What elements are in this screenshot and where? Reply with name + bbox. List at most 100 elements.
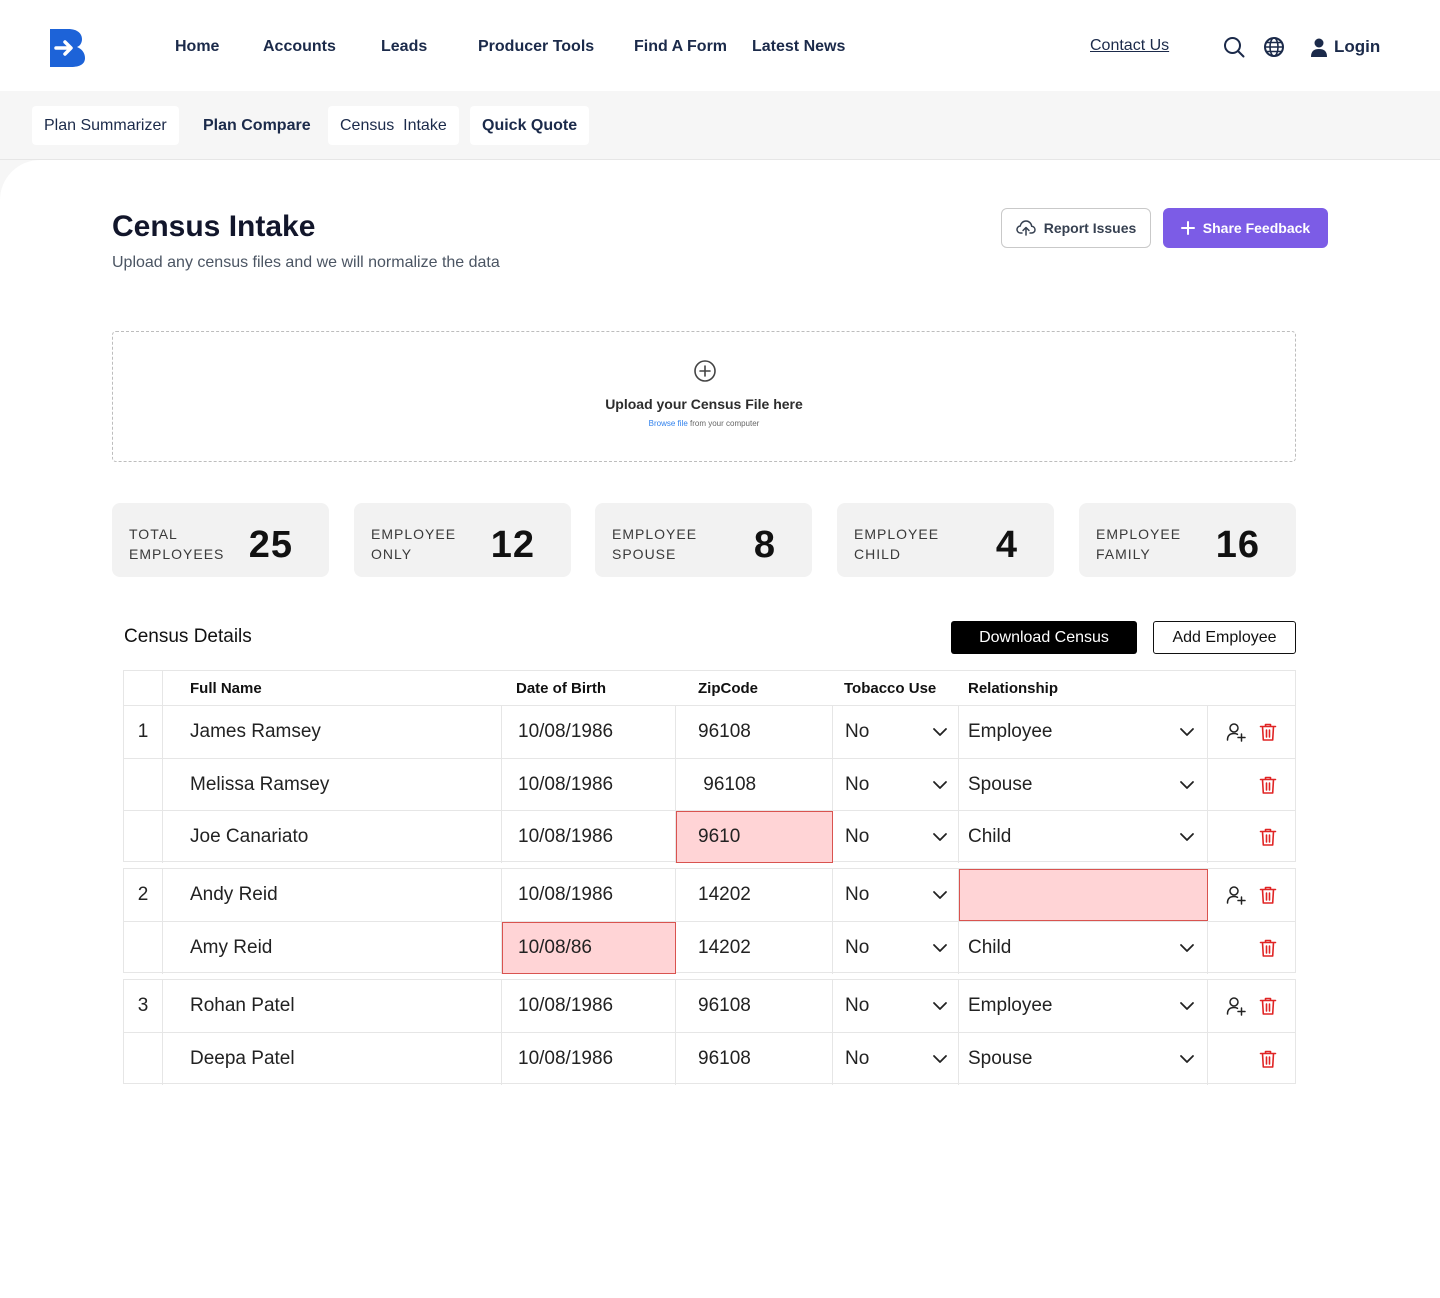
globe-icon[interactable] <box>1263 36 1285 58</box>
stat-label-line1: EMPLOYEE <box>854 526 940 542</box>
tobacco-select[interactable]: No <box>833 1033 959 1085</box>
tobacco-select[interactable]: No <box>833 980 959 1032</box>
search-icon[interactable] <box>1223 36 1245 58</box>
row-actions <box>1208 1033 1295 1085</box>
dob-cell[interactable]: 10/08/1986 <box>502 706 676 758</box>
full-name-value: Deepa Patel <box>190 1048 295 1069</box>
nav-leads[interactable]: Leads <box>381 38 428 55</box>
stat-label-line1: EMPLOYEE <box>612 526 698 542</box>
download-census-button[interactable]: Download Census <box>951 621 1137 654</box>
share-feedback-button[interactable]: Share Feedback <box>1163 208 1328 248</box>
tobacco-select[interactable]: No <box>833 759 959 811</box>
tab-plan-compare[interactable]: Plan Compare <box>203 117 311 134</box>
nav-producer-tools[interactable]: Producer Tools <box>478 38 595 55</box>
add-employee-button[interactable]: Add Employee <box>1153 621 1296 654</box>
dob-value: 10/08/86 <box>518 937 592 958</box>
trash-icon[interactable] <box>1258 996 1278 1016</box>
tab-census-intake[interactable]: Census Intake <box>328 106 459 145</box>
contact-us-link[interactable]: Contact Us <box>1090 37 1170 54</box>
relationship-select[interactable]: Child <box>959 922 1208 974</box>
relationship-select[interactable] <box>959 869 1208 921</box>
tab-quick-quote[interactable]: Quick Quote <box>470 106 590 145</box>
zipcode-value: 96108 <box>698 774 757 795</box>
full-name-cell[interactable]: James Ramsey <box>163 706 502 758</box>
row-actions <box>1208 980 1295 1032</box>
chevron-down-icon <box>933 1055 947 1063</box>
dob-cell[interactable]: 10/08/1986 <box>502 811 676 863</box>
dob-cell[interactable]: 10/08/1986 <box>502 980 676 1032</box>
dob-cell[interactable]: 10/08/86 <box>502 922 676 974</box>
full-name-cell[interactable]: Rohan Patel <box>163 980 502 1032</box>
browse-file-link[interactable]: Browse file <box>648 419 688 428</box>
relationship-select[interactable]: Employee <box>959 980 1208 1032</box>
table-row: 1 James Ramsey 10/08/1986 96108 No Employee <box>124 706 1295 758</box>
dob-cell[interactable]: 10/08/1986 <box>502 759 676 811</box>
relationship-select[interactable]: Spouse <box>959 759 1208 811</box>
nav-find-a-form[interactable]: Find A Form <box>634 38 728 55</box>
chevron-down-icon <box>933 833 947 841</box>
full-name-cell[interactable]: Joe Canariato <box>163 811 502 863</box>
nav-home[interactable]: Home <box>175 38 220 55</box>
stat-employee-child: EMPLOYEE CHILD 4 <box>837 503 1054 577</box>
report-issues-button[interactable]: Report Issues <box>1001 208 1151 248</box>
trash-icon[interactable] <box>1258 775 1278 795</box>
zipcode-cell[interactable]: 14202 <box>676 922 833 974</box>
trash-icon[interactable] <box>1258 938 1278 958</box>
relationship-value: Spouse <box>968 774 1033 795</box>
relationship-value: Employee <box>968 995 1053 1016</box>
full-name-cell[interactable]: Deepa Patel <box>163 1033 502 1085</box>
full-name-value: Melissa Ramsey <box>190 774 330 795</box>
nav-accounts[interactable]: Accounts <box>263 38 336 55</box>
trash-icon[interactable] <box>1258 827 1278 847</box>
stat-label-line2: SPOUSE <box>612 546 677 562</box>
column-header-relationship: Relationship <box>968 680 1059 697</box>
trash-icon[interactable] <box>1258 1049 1278 1069</box>
zipcode-cell[interactable]: 96108 <box>676 706 833 758</box>
dob-cell[interactable]: 10/08/1986 <box>502 869 676 921</box>
relationship-select[interactable]: Child <box>959 811 1208 863</box>
tab-plan-summarizer[interactable]: Plan Summarizer <box>32 106 179 145</box>
full-name-cell[interactable]: Amy Reid <box>163 922 502 974</box>
zipcode-cell[interactable]: 9610 <box>676 811 833 863</box>
tobacco-select[interactable]: No <box>833 922 959 974</box>
full-name-cell[interactable]: Andy Reid <box>163 869 502 921</box>
trash-icon[interactable] <box>1258 885 1278 905</box>
zipcode-cell[interactable]: 96108 <box>676 759 833 811</box>
zipcode-cell[interactable]: 14202 <box>676 869 833 921</box>
census-upload-dropzone[interactable]: Upload your Census File here Browse file… <box>112 331 1296 462</box>
zipcode-cell[interactable]: 96108 <box>676 980 833 1032</box>
zipcode-cell[interactable]: 96108 <box>676 1033 833 1085</box>
dob-value: 10/08/1986 <box>518 774 614 795</box>
employee-group: 2 Andy Reid 10/08/1986 14202 No Amy Reid 10/08… <box>123 868 1296 974</box>
stat-label-line2: CHILD <box>854 546 902 562</box>
stat-label-line2: EMPLOYEES <box>129 546 225 562</box>
stat-label-line1: TOTAL <box>129 526 178 542</box>
add-dependent-icon[interactable] <box>1226 885 1246 905</box>
chevron-down-icon <box>933 944 947 952</box>
stat-employee-only: EMPLOYEE ONLY 12 <box>354 503 571 577</box>
chevron-down-icon <box>933 891 947 899</box>
add-dependent-icon[interactable] <box>1226 996 1246 1016</box>
tobacco-select[interactable]: No <box>833 706 959 758</box>
full-name-value: Andy Reid <box>190 884 278 905</box>
row-index: 2 <box>124 869 163 921</box>
stat-value: 8 <box>753 524 776 566</box>
upload-title: Upload your Census File here <box>605 396 803 412</box>
row-index-value: 1 <box>137 721 149 742</box>
relationship-select[interactable]: Spouse <box>959 1033 1208 1085</box>
full-name-cell[interactable]: Melissa Ramsey <box>163 759 502 811</box>
brand-logo-icon[interactable] <box>50 29 86 67</box>
add-dependent-icon[interactable] <box>1226 722 1246 742</box>
tobacco-select[interactable]: No <box>833 869 959 921</box>
relationship-select[interactable]: Employee <box>959 706 1208 758</box>
full-name-value: Joe Canariato <box>190 826 309 847</box>
trash-icon[interactable] <box>1258 722 1278 742</box>
stat-value: 16 <box>1215 524 1260 566</box>
login-button[interactable]: Login <box>1310 37 1380 57</box>
nav-latest-news[interactable]: Latest News <box>752 38 846 55</box>
zipcode-value: 96108 <box>698 721 751 742</box>
dob-cell[interactable]: 10/08/1986 <box>502 1033 676 1085</box>
dob-value: 10/08/1986 <box>518 1048 614 1069</box>
tobacco-select[interactable]: No <box>833 811 959 863</box>
zipcode-value: 9610 <box>698 826 741 847</box>
